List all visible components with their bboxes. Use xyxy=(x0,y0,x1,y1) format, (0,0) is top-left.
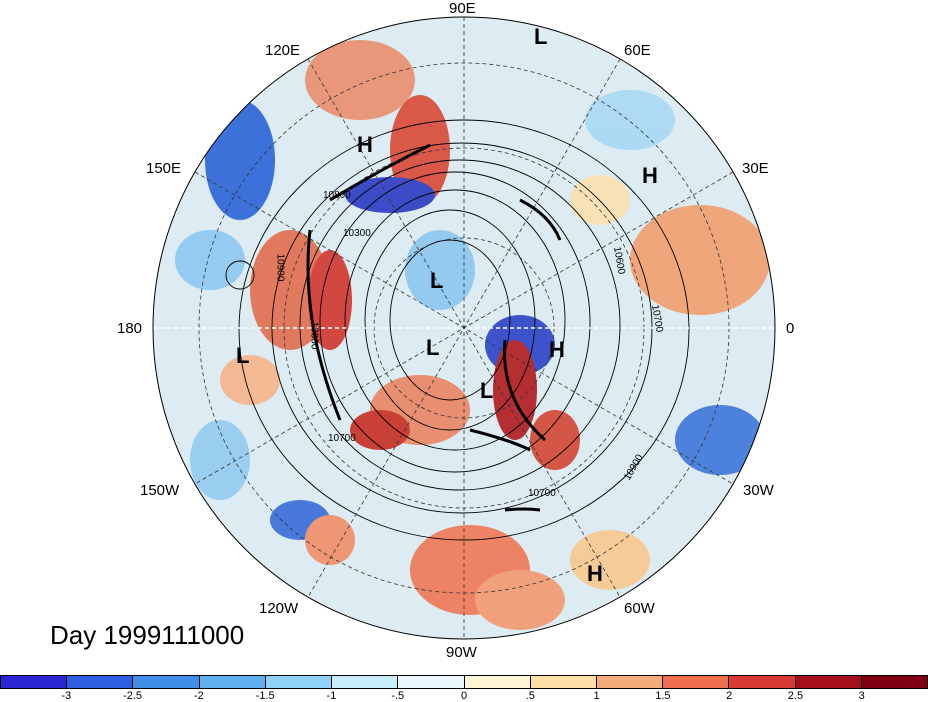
lon-label-90e: 90E xyxy=(449,0,476,17)
pressure-center-low: L xyxy=(480,378,494,403)
pressure-center-high: H xyxy=(642,163,658,188)
lon-label-0: 0 xyxy=(786,320,795,337)
colorbar-segment xyxy=(265,676,333,688)
lon-label-30e: 30E xyxy=(742,160,769,177)
colorbar-segment xyxy=(663,676,730,688)
colorbar xyxy=(0,675,928,689)
pressure-center-low: L xyxy=(236,343,250,368)
jet-streaks xyxy=(306,143,562,512)
lon-label-120e: 120E xyxy=(265,42,301,59)
graticule xyxy=(153,17,775,639)
colorbar-tick-label: -1 xyxy=(326,690,337,702)
colorbar-tick-label: -2 xyxy=(193,690,204,702)
pressure-center-high: H xyxy=(549,337,565,362)
colorbar-tick-label: 1.5 xyxy=(655,690,671,702)
colorbar-segment xyxy=(596,676,664,688)
colorbar-segment xyxy=(332,676,399,688)
contour-label: 10700 xyxy=(528,488,556,499)
colorbar-segment xyxy=(729,676,796,688)
pressure-center-low: L xyxy=(430,268,444,293)
colorbar-segment xyxy=(1,676,68,688)
lon-label-150w: 150W xyxy=(140,482,180,499)
height-contours xyxy=(225,119,690,541)
colorbar-segment xyxy=(67,676,134,688)
contour-label: 10900 xyxy=(274,253,286,282)
colorbar-tick-label: -.5 xyxy=(391,690,405,702)
lon-label-90w: 90W xyxy=(446,644,477,661)
colorbar-segment xyxy=(530,676,597,688)
colorbar-tick-label: .5 xyxy=(525,690,535,702)
contour-label: 10800 xyxy=(308,321,320,350)
anomaly-field xyxy=(175,40,770,630)
colorbar-segment xyxy=(199,676,266,688)
pressure-center-high: H xyxy=(357,132,373,157)
colorbar-tick-label: -1.5 xyxy=(255,690,275,702)
contour-label: 10700 xyxy=(328,433,356,444)
colorbar-tick-label: 0 xyxy=(460,690,468,702)
lon-label-120w: 120W xyxy=(259,600,299,617)
colorbar-tick-label: 3 xyxy=(858,690,865,702)
colorbar-segment xyxy=(398,676,465,688)
colorbar-tick-label: 1 xyxy=(593,690,600,702)
colorbar-tick-label: 2.5 xyxy=(787,690,804,702)
lon-label-60e: 60E xyxy=(624,42,651,59)
day-title: Day 1999111000 xyxy=(50,620,245,650)
colorbar-segment xyxy=(795,676,862,688)
contour-label: 10800 xyxy=(323,190,351,201)
colorbar-tick-label: 2 xyxy=(726,690,733,702)
colorbar-segment xyxy=(861,676,928,688)
contour-label: 10300 xyxy=(343,228,371,239)
colorbar-tick-label: -2.5 xyxy=(123,690,143,702)
lon-label-150e: 150E xyxy=(146,160,182,177)
lon-label-180: 180 xyxy=(117,320,143,337)
pressure-center-low: L xyxy=(426,335,440,360)
lon-label-30w: 30W xyxy=(743,482,774,499)
colorbar-tick-label: -3 xyxy=(61,690,72,702)
pressure-center-high: H xyxy=(587,561,603,586)
colorbar-segment xyxy=(464,676,531,688)
pressure-center-low: L xyxy=(534,24,548,49)
colorbar-segment xyxy=(133,676,200,688)
lon-label-60w: 60W xyxy=(624,600,655,617)
